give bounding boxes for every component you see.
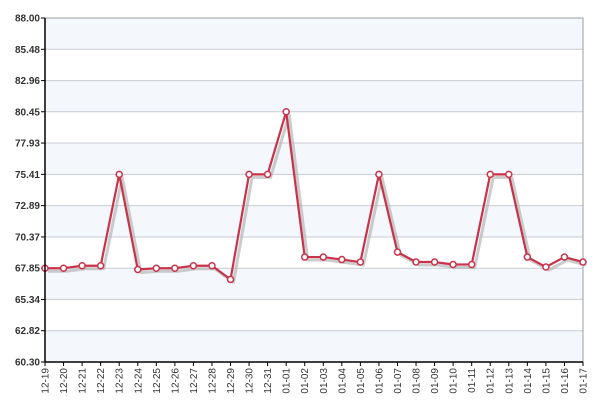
data-point (263, 170, 272, 179)
x-tick-label: 01-16 (560, 368, 571, 394)
x-tick-label: 12-31 (263, 368, 274, 394)
x-tick-label: 12-22 (96, 368, 107, 394)
x-tick-label: 12-25 (152, 368, 163, 394)
x-tick-label: 12-29 (226, 368, 237, 394)
y-tick-label: 67.85 (15, 264, 40, 275)
x-tick-label: 01-09 (430, 368, 441, 394)
grid-band (45, 330, 583, 362)
data-point (134, 265, 142, 274)
grid-band (45, 18, 583, 50)
x-tick-label: 01-13 (504, 368, 515, 394)
y-tick-label: 82.96 (15, 76, 40, 87)
data-point (78, 262, 86, 270)
data-point (505, 170, 513, 179)
data-point (96, 262, 105, 270)
grid-band (45, 205, 583, 237)
x-tick-label: 12-26 (170, 368, 181, 394)
y-tick-label: 85.48 (15, 45, 40, 56)
x-tick-label: 12-30 (245, 368, 256, 394)
data-point (245, 170, 253, 179)
x-tick-label: 12-21 (78, 368, 89, 394)
x-tick-label: 01-02 (300, 368, 311, 394)
grid-band (45, 268, 583, 300)
y-tick-label: 80.45 (15, 107, 40, 118)
series-shadow (48, 113, 587, 284)
x-tick-label: 01-01 (282, 368, 293, 394)
x-tick-label: 01-11 (467, 368, 478, 393)
x-tick-label: 01-12 (486, 368, 497, 394)
data-point (282, 108, 290, 116)
x-tick-label: 01-03 (319, 368, 330, 394)
data-point (449, 260, 457, 269)
x-tick-label: 12-23 (115, 368, 126, 394)
x-tick-label: 01-04 (337, 368, 348, 394)
data-point (319, 253, 328, 261)
data-point (412, 258, 420, 266)
data-point (300, 253, 309, 261)
y-tick-label: 75.41 (15, 170, 40, 181)
y-tick-label: 62.82 (15, 326, 40, 337)
grid-band (45, 236, 583, 269)
x-tick-label: 12-24 (133, 368, 144, 394)
data-point (560, 253, 569, 261)
data-point (375, 170, 383, 179)
y-tick-label: 60.30 (15, 358, 40, 369)
x-tick-label: 01-14 (523, 368, 534, 394)
data-point (338, 255, 346, 264)
data-point (430, 258, 439, 266)
y-tick-label: 65.34 (15, 295, 40, 306)
y-axis-ticks: 60.30 62.82 65.34 67.85 70.37 72.89 75.41 77.93… (15, 14, 45, 369)
data-point (59, 264, 68, 272)
data-point (208, 262, 216, 270)
grid-band (45, 143, 583, 175)
y-tick-label: 77.93 (15, 139, 40, 150)
x-tick-label: 01-15 (541, 368, 552, 394)
data-point (356, 258, 365, 266)
x-tick-label: 01-07 (393, 368, 404, 394)
data-point (393, 248, 402, 256)
grid-band (45, 80, 583, 112)
grid-band (45, 299, 583, 331)
data-point (115, 170, 123, 179)
data-point (171, 264, 179, 272)
data-point (486, 170, 494, 179)
x-tick-label: 01-05 (356, 368, 367, 394)
data-point (152, 264, 161, 272)
data-point (189, 262, 198, 270)
x-tick-label: 12-19 (41, 368, 52, 394)
grid-band (45, 111, 583, 144)
plot-bands (45, 18, 583, 362)
y-tick-label: 70.37 (15, 232, 40, 243)
x-tick-label: 12-28 (207, 368, 218, 394)
data-point (226, 275, 235, 284)
y-tick-label: 88.00 (15, 14, 40, 25)
y-tick-label: 72.89 (15, 201, 40, 212)
x-axis-ticks: 12-19 12-20 12-21 12-22 12-23 12-24 12-25 12-26… (41, 362, 590, 394)
x-tick-label: 01-10 (449, 368, 460, 394)
data-point (523, 253, 532, 261)
series-layer (41, 108, 587, 284)
x-tick-label: 01-17 (579, 368, 590, 394)
x-tick-label: 12-27 (189, 368, 200, 394)
data-point (467, 260, 476, 269)
grid-band (45, 49, 583, 81)
data-point (542, 263, 550, 271)
data-point (579, 258, 587, 266)
x-tick-label: 01-08 (412, 368, 423, 394)
x-tick-label: 01-06 (374, 368, 385, 394)
x-tick-label: 12-20 (59, 368, 70, 394)
